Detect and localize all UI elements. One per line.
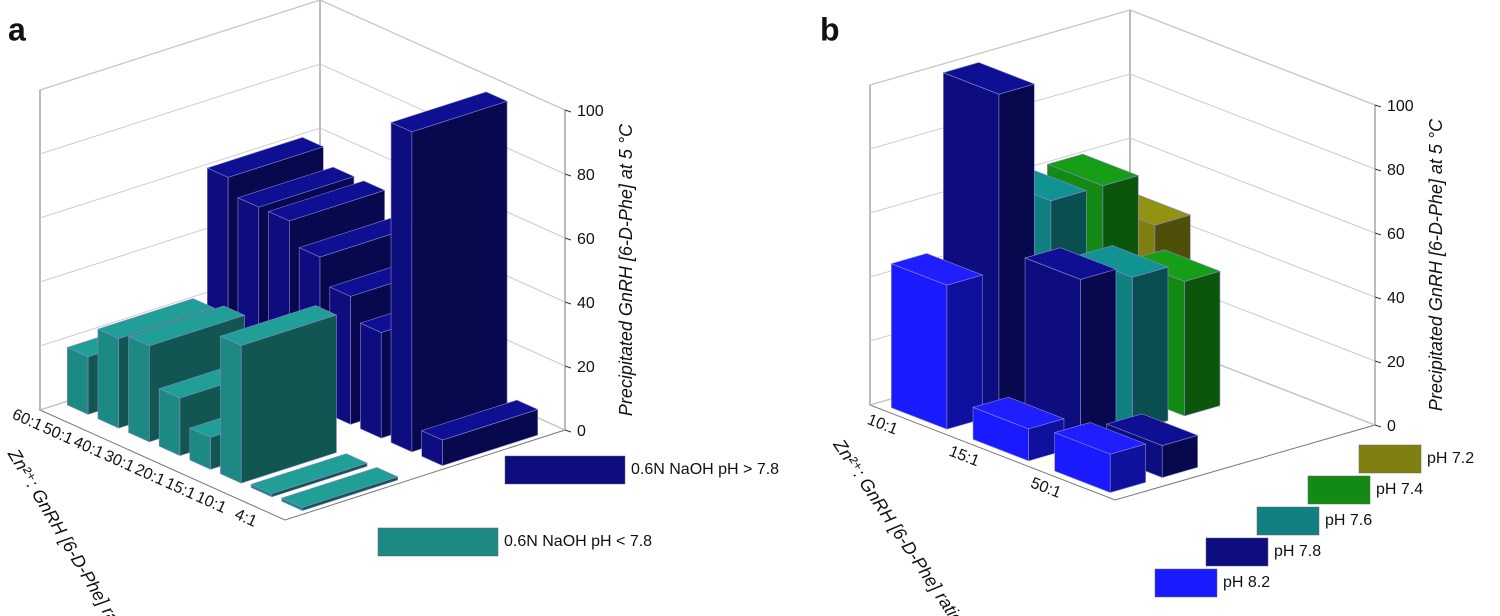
legend-label: pH 7.4 [1376,481,1423,498]
z-tick-label: 100 [577,103,604,120]
bar-top [237,166,355,208]
bar-top [97,298,215,339]
bar-top [1105,413,1199,446]
bar [1024,247,1117,447]
bar-top [127,305,246,347]
z-tick-label: 100 [1387,98,1414,115]
z-tick-label: 60 [577,231,595,248]
z-tick [1374,104,1382,108]
panel-label: a [8,11,26,47]
z-tick [1374,296,1382,300]
bar [1053,422,1147,493]
bar [390,91,508,453]
bar [250,453,368,498]
panel-label: b [820,11,840,47]
x-axis-label: Zn²⁺: GnRH [6-D-Phe] ratio [829,435,968,616]
category-label: 50:1 [1028,475,1063,502]
legend-label: 0.6N NaOH pH > 7.8 [631,461,779,478]
bar-front [158,388,181,457]
legend-swatch [504,455,626,485]
z-tick [564,109,572,113]
z-tick [1374,168,1382,172]
bar-top [890,253,984,286]
bar-front [67,346,89,415]
legend-label: pH 7.8 [1274,543,1321,560]
bar [890,253,984,430]
bar-front [390,122,413,453]
bar-front [97,328,120,429]
category-label: 10:1 [865,411,900,438]
z-tick [564,237,572,241]
category-label: 4:1 [232,506,259,531]
z-tick [1374,232,1382,236]
bar-front [360,322,382,439]
z-tick [1374,360,1382,364]
z-tick-label: 20 [1387,354,1405,371]
bar [420,399,539,467]
z-tick-label: 40 [577,295,595,312]
legend-label: pH 7.2 [1427,450,1474,467]
bar [219,305,338,484]
legend-swatch [1358,444,1422,474]
legend-swatch [1256,506,1320,536]
z-tick-label: 80 [577,167,595,184]
bar-top [390,91,508,133]
z-tick-label: 0 [577,423,586,440]
bar-top [420,399,539,441]
z-tick [564,301,572,305]
grid-line [869,9,1376,106]
bar-top [1053,422,1147,455]
z-tick [564,429,572,433]
z-tick-label: 40 [1387,290,1405,307]
bar-top [206,137,325,178]
z-tick-label: 20 [577,359,595,376]
bar-top [1024,247,1117,280]
bar-top [1046,153,1140,187]
legend-swatch [1205,537,1269,567]
bar-top [250,453,368,494]
bar-top [267,180,386,222]
legend-label: 0.6N NaOH pH < 7.8 [504,533,652,550]
bar-top [972,396,1065,430]
legend-label: pH 8.2 [1223,574,1270,591]
x-axis-label: Zn²⁺: GnRH [6-D-Phe] ratio [3,445,133,616]
bar-front [128,336,150,443]
z-tick-label: 60 [1387,226,1405,243]
bar-side [1132,266,1169,432]
z-tick [1374,424,1382,428]
bar-side [1080,268,1117,447]
bar-front [891,263,948,430]
bar-side [411,100,508,453]
z-tick-label: 0 [1387,418,1396,435]
bar-front [220,335,242,484]
category-label: 15:1 [946,443,981,470]
z-tick [564,173,572,177]
z-axis-label: Precipitated GnRH [6-D-Phe] at 5 °C [616,123,636,416]
legend-label: pH 7.6 [1325,512,1372,529]
grid-line [39,0,566,111]
bar-side [1184,270,1221,417]
z-axis-label: Precipitated GnRH [6-D-Phe] at 5 °C [1426,118,1446,411]
legend-swatch [1307,475,1371,505]
bar-top [219,305,338,346]
z-tick [564,365,572,369]
bar [280,467,399,512]
legend-swatch [377,527,499,557]
z-tick-label: 80 [1387,162,1405,179]
bar-top [280,467,399,508]
bar-top [942,62,1036,95]
legend-swatch [1154,568,1218,598]
